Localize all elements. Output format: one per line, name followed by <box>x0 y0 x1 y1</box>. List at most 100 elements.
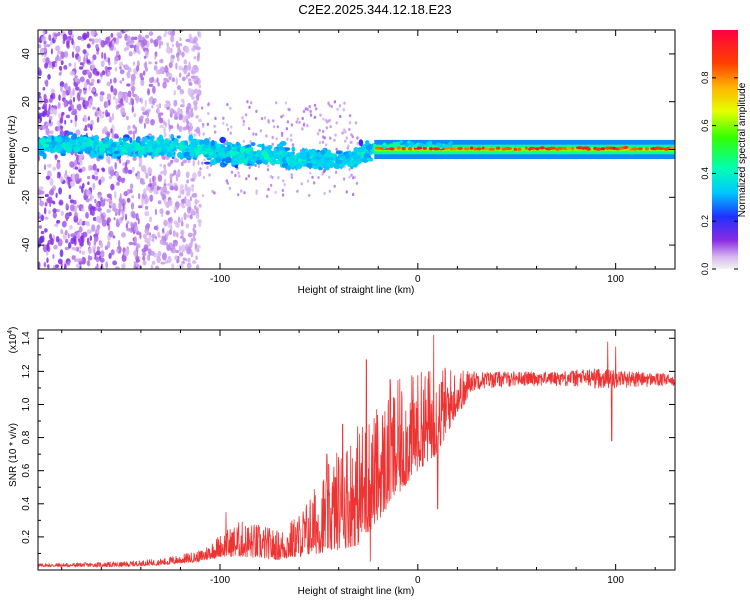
spectrogram-cell <box>193 105 198 111</box>
spectrogram-cell <box>166 106 170 110</box>
spectrogram-cell <box>126 227 131 232</box>
spectrogram-cell <box>350 155 355 159</box>
spectrogram-cell <box>71 255 76 260</box>
spectrogram-cell <box>335 150 343 155</box>
spectrogram-cell <box>321 140 325 144</box>
spectrogram-peak <box>631 147 639 151</box>
spectrogram-cell <box>134 126 138 134</box>
spectrogram-cell <box>112 235 116 239</box>
snr-panel: -100 0 100 0.2 0.4 0.6 0.8 1.0 1.2 1.4 Height of … <box>7 327 676 597</box>
spectrogram-cell <box>98 179 102 186</box>
spectrogram-cell <box>96 79 100 84</box>
spectrogram-cell <box>113 150 120 155</box>
spectrogram-cell <box>108 60 111 66</box>
spectrogram-cell <box>79 250 82 254</box>
spectrogram-cell <box>100 213 104 219</box>
spectrogram-cell <box>248 166 251 170</box>
spectrogram-cell <box>157 250 162 257</box>
spectrogram-cell <box>165 259 169 264</box>
spectrogram-cell <box>195 211 200 220</box>
spectrogram-cell <box>87 181 90 185</box>
spectrogram-cell <box>442 144 447 149</box>
spectrogram-cell <box>98 206 102 213</box>
spectrogram-cell <box>137 150 143 157</box>
spectrogram-cell <box>118 61 124 67</box>
spectrogram-cell <box>91 224 96 232</box>
spectrogram-cell <box>127 169 133 174</box>
spectrogram-cell <box>83 116 88 123</box>
spectrogram-cell <box>179 252 184 257</box>
spectrogram-cell <box>53 108 57 116</box>
spectrogram-cell <box>118 137 123 144</box>
spectrogram-cell <box>102 127 108 133</box>
spectrogram-cell <box>313 115 317 119</box>
spectrogram-cell <box>248 105 251 109</box>
spectrogram-cell <box>174 250 180 253</box>
spectrogram-cell <box>45 128 50 136</box>
spectrogram-cell <box>60 51 65 59</box>
spectrogram-cell <box>42 144 50 148</box>
spectrogram-cell <box>316 163 322 167</box>
spectrogram-cell <box>174 255 179 261</box>
spectrogram-cell <box>74 247 77 251</box>
spectrogram-cell <box>76 263 80 269</box>
spectrogram-cell <box>90 150 95 154</box>
spectrogram-cell <box>156 77 159 84</box>
spectrogram-cell <box>123 250 129 257</box>
spectrogram-cell <box>268 152 275 158</box>
spectrogram-cell <box>198 84 202 89</box>
spectrogram-cell <box>351 135 354 139</box>
spectrogram-cell <box>234 173 237 178</box>
snr-scale-exp: 4 <box>7 330 14 334</box>
spectrogram-cell <box>71 38 74 46</box>
spectrogram-cell <box>225 179 228 183</box>
spectrogram-cell <box>240 189 243 193</box>
spectrogram-cell <box>255 189 258 193</box>
spectrogram-cell <box>119 158 122 164</box>
spectrogram-cell <box>328 118 331 123</box>
spectrogram-cell <box>177 219 181 223</box>
spectrogram-cell <box>135 266 138 269</box>
spectrogram-cell <box>106 198 111 202</box>
spectrogram-cell <box>193 80 199 85</box>
spectrogram-cell <box>142 136 148 143</box>
spectrogram-cell <box>115 37 119 45</box>
spectrogram-cell <box>59 176 64 183</box>
spectrogram-cell <box>114 266 120 269</box>
spectrogram-cell <box>329 125 332 129</box>
spectrogram-cell <box>126 197 131 203</box>
spectrogram-cell <box>58 65 63 71</box>
spectrogram-cell <box>229 150 235 156</box>
spectrogram-cell <box>69 70 75 76</box>
spectrogram-cell <box>59 249 64 258</box>
spectrogram-cell <box>123 30 129 33</box>
spectrogram-cell <box>187 232 193 238</box>
spectrogram-cell <box>126 45 130 51</box>
spectrogram-cell <box>125 223 129 229</box>
spectrogram-cell <box>120 98 124 105</box>
spectrogram-cell <box>68 30 72 35</box>
spectrogram-peak <box>529 146 536 150</box>
spectrogram-cell <box>68 242 72 249</box>
spectrogram-cell <box>92 106 96 110</box>
spectrogram-cell <box>159 239 164 245</box>
spectrogram-cell <box>119 66 122 70</box>
spectrogram-cell <box>213 191 216 195</box>
spectrogram-cell <box>149 216 152 223</box>
spectrogram-cell <box>112 260 117 266</box>
spectrogram-cell <box>405 142 409 147</box>
spectrogram-cell <box>224 156 232 164</box>
spectrogram-cell <box>160 187 163 192</box>
spectrogram-cell <box>242 119 245 123</box>
spectrogram-cell <box>156 107 160 115</box>
spectrogram-cell <box>52 211 57 219</box>
spectrogram-cell <box>50 94 54 99</box>
spectrogram-cell <box>190 251 194 258</box>
spectrogram-cell <box>94 175 99 181</box>
spectrogram-cell <box>363 153 371 158</box>
spectrogram-cell <box>151 260 156 265</box>
spectrogram-cell <box>272 119 275 123</box>
spectrogram-cell <box>200 106 204 110</box>
spectrogram-cell <box>163 139 170 145</box>
spectrogram-cell <box>143 188 147 196</box>
